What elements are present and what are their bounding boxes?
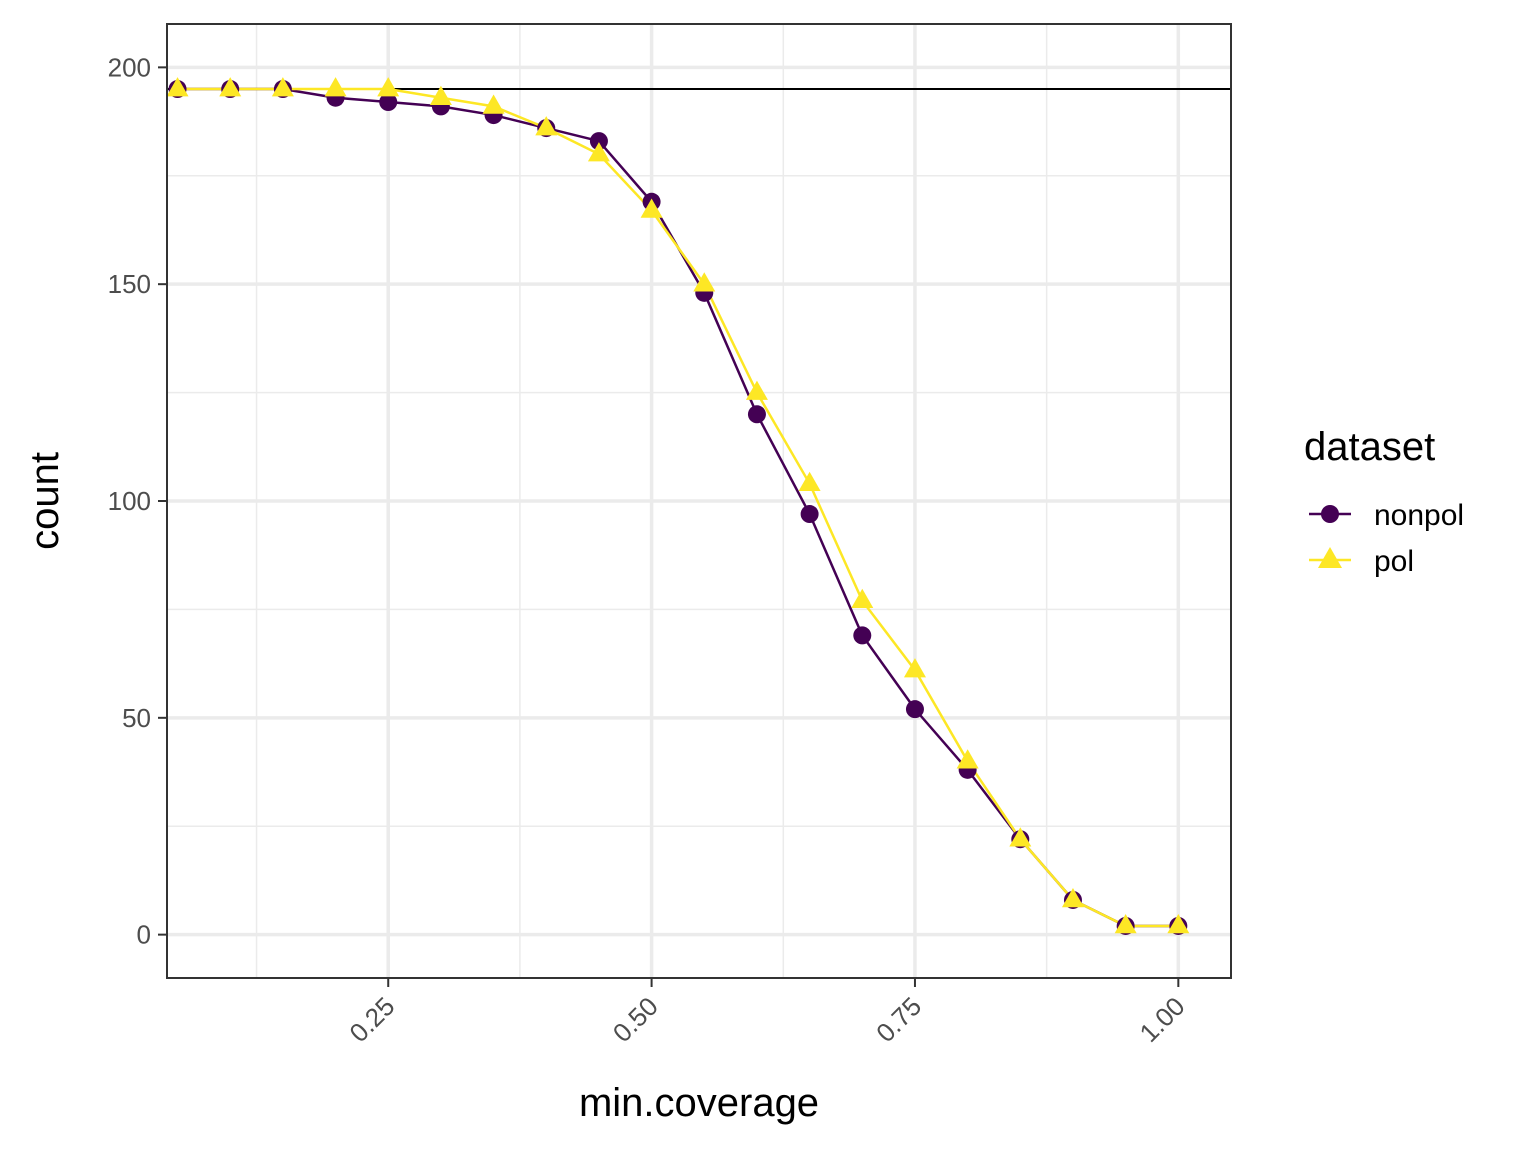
y-tick-label: 200 xyxy=(108,52,151,82)
point-pol xyxy=(693,272,716,292)
x-tick-label: 0.75 xyxy=(870,991,927,1048)
point-nonpol xyxy=(853,626,872,645)
grid-lines xyxy=(167,24,1231,978)
x-axis-title: min.coverage xyxy=(579,1081,819,1125)
point-pol xyxy=(535,116,558,136)
legend-items: nonpol pol xyxy=(1309,499,1464,578)
series-layer xyxy=(166,77,1190,935)
legend-label: pol xyxy=(1374,545,1414,578)
point-pol xyxy=(956,749,979,769)
legend-key-circle xyxy=(1321,505,1339,523)
point-pol xyxy=(219,77,242,97)
y-tick-label: 100 xyxy=(108,486,151,516)
point-pol xyxy=(166,77,189,97)
point-pol xyxy=(377,77,400,97)
point-nonpol xyxy=(589,132,608,151)
y-tick-label: 0 xyxy=(137,920,151,950)
legend-label: nonpol xyxy=(1374,499,1464,532)
point-pol xyxy=(429,85,452,106)
x-tick-label: 0.50 xyxy=(607,991,664,1048)
point-nonpol xyxy=(800,505,819,524)
point-pol xyxy=(1061,888,1084,908)
point-pol xyxy=(271,77,294,97)
point-pol xyxy=(745,380,768,400)
point-pol xyxy=(1114,914,1137,934)
point-nonpol xyxy=(379,93,398,112)
point-pol xyxy=(324,77,347,97)
point-nonpol xyxy=(905,700,924,719)
legend-title: dataset xyxy=(1304,425,1435,469)
point-pol xyxy=(798,471,821,491)
series-line-pol xyxy=(177,87,1179,928)
legend-item-pol: pol xyxy=(1309,545,1414,578)
y-tick-label: 150 xyxy=(108,269,151,299)
legend-key-triangle xyxy=(1318,546,1342,568)
point-pol xyxy=(1167,914,1190,934)
point-pol xyxy=(1009,827,1032,847)
y-tick-label: 50 xyxy=(122,703,151,733)
legend-item-nonpol: nonpol xyxy=(1309,499,1464,532)
point-pol xyxy=(482,94,505,114)
point-pol xyxy=(640,198,663,218)
y-axis-title: count xyxy=(23,452,67,550)
point-pol xyxy=(587,142,610,162)
x-tick-label: 1.00 xyxy=(1134,991,1191,1048)
x-tick-label: 0.25 xyxy=(343,991,400,1048)
legend: dataset nonpol pol xyxy=(1304,425,1464,578)
point-pol xyxy=(903,658,926,678)
point-pol xyxy=(851,588,874,609)
point-nonpol xyxy=(747,405,766,424)
